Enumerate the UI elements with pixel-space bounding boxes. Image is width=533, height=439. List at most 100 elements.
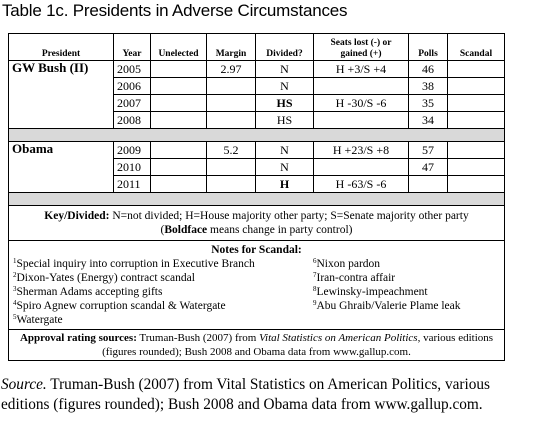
margin-value: 5.2 (223, 143, 239, 157)
divided-cell: HS (255, 111, 314, 129)
seats-cell: H -63/S -6 (313, 175, 409, 193)
year-value: 2009 (117, 143, 141, 157)
key-cell: Key/Divided: N=not divided; H=House majo… (8, 205, 505, 241)
divided-value: H (279, 177, 290, 191)
margin-cell (206, 77, 256, 95)
note-item: 5Watergate (13, 313, 313, 327)
unelected-cell (150, 158, 207, 176)
year-cell: 2007 (113, 94, 151, 112)
seats-value: H -63/S -6 (335, 177, 387, 191)
seats-cell (313, 77, 409, 95)
year-cell: 2011 (113, 175, 151, 193)
seats-value: H -30/S -6 (335, 96, 387, 110)
approval-row: Approval rating sources: Truman-Bush (20… (8, 329, 505, 361)
table-body: GW Bush (II) 2005 2.97 N H +3/S +4 46 2006 N 38 2… (8, 60, 505, 206)
scandal-cell (447, 141, 505, 159)
note-text: Abu Ghraib/Valerie Plame leak (316, 300, 461, 312)
source-text: Truman-Bush (2007) from Vital Statistics… (1, 376, 490, 413)
source-label: Source. (1, 376, 47, 393)
note-text: Dixon-Yates (Energy) contract scandal (16, 272, 195, 284)
margin-cell (206, 111, 256, 129)
scandal-cell (447, 175, 505, 193)
note-number: 7 (313, 271, 317, 279)
data-row: 2006 N 38 (9, 77, 505, 95)
note-item: 6Nixon pardon (313, 257, 500, 271)
note-number: 8 (313, 285, 317, 293)
seats-cell: H +23/S +8 (313, 141, 409, 159)
note-number: 6 (313, 257, 317, 265)
year-value: 2006 (117, 79, 141, 93)
polls-cell (408, 175, 448, 193)
polls-cell: 46 (408, 60, 448, 78)
note-text: Iran-contra affair (316, 272, 396, 284)
scandal-cell (447, 94, 505, 112)
divided-cell: N (255, 60, 314, 78)
margin-value: 2.97 (220, 62, 242, 76)
scandal-cell (447, 111, 505, 129)
data-row: 2008 HS 34 (9, 111, 505, 129)
scandal-cell (447, 60, 505, 78)
year-cell: 2005 (113, 60, 151, 78)
notes-cell: Notes for Scandal: 1Special inquiry into… (8, 240, 505, 330)
notes-right: 6Nixon pardon 7Iran-contra affair 8Lewinsk… (313, 257, 500, 327)
approval-text: various editions (figures rounded); Bush… (102, 332, 494, 358)
note-text: Spiro Agnew corruption scandal & Waterga… (16, 300, 226, 312)
polls-value: 47 (422, 160, 434, 174)
year-value: 2005 (117, 62, 141, 76)
approval-cell: Approval rating sources: Truman-Bush (20… (8, 329, 505, 361)
column-header: Seats lost (-) or gained (+) (313, 33, 409, 61)
margin-cell: 5.2 (206, 141, 256, 159)
seats-cell: H -30/S -6 (313, 94, 409, 112)
separator-row (8, 128, 505, 142)
data-row: 2011 H H -63/S -6 (9, 175, 505, 193)
year-value: 2007 (117, 96, 141, 110)
key-bold: Boldface (164, 224, 208, 236)
divided-value: N (280, 143, 289, 157)
margin-cell: 2.97 (206, 60, 256, 78)
table-footer: Key/Divided: N=not divided; H=House majo… (8, 205, 505, 361)
seats-cell: H +3/S +4 (313, 60, 409, 78)
key-label: Key/Divided: (44, 210, 110, 222)
note-text: Lewinsky-impeachment (316, 286, 428, 298)
polls-value: 35 (422, 96, 434, 110)
president-cell: Obama (8, 141, 114, 193)
polls-cell: 38 (408, 77, 448, 95)
polls-cell: 35 (408, 94, 448, 112)
year-cell: 2006 (113, 77, 151, 95)
polls-value: 46 (422, 62, 434, 76)
divided-value: HS (276, 96, 293, 110)
note-number: 2 (13, 271, 17, 279)
column-header: Polls (408, 33, 448, 61)
unelected-cell (150, 77, 207, 95)
column-header: Scandal (447, 33, 505, 61)
note-text: Special inquiry into corruption in Execu… (16, 258, 255, 270)
margin-cell (206, 175, 256, 193)
note-item: 9Abu Ghraib/Valerie Plame leak (313, 299, 500, 313)
column-header: Margin (206, 33, 256, 61)
notes-row: Notes for Scandal: 1Special inquiry into… (8, 240, 505, 330)
note-number: 1 (13, 257, 17, 265)
note-number: 9 (313, 299, 317, 307)
notes-title: Notes for Scandal: (211, 244, 302, 256)
year-cell: 2009 (113, 141, 151, 159)
data-row: Obama 2009 5.2 N H +23/S +8 57 (8, 141, 505, 193)
note-item: 8Lewinsky-impeachment (313, 285, 500, 299)
scandal-cell (447, 158, 505, 176)
polls-cell: 57 (408, 141, 448, 159)
header-row: President Year Unelected Margin Divided? Seat… (8, 33, 505, 61)
approval-label: Approval rating sources: (19, 332, 137, 344)
column-header: Divided? (255, 33, 314, 61)
year-value: 2008 (117, 113, 141, 127)
note-number: 4 (13, 299, 17, 307)
note-item: 3Sherman Adams accepting gifts (13, 285, 313, 299)
note-number: 3 (13, 285, 17, 293)
key-close: means change in party control) (207, 224, 353, 236)
column-header: President (8, 33, 114, 61)
seats-cell (313, 158, 409, 176)
year-value: 2010 (117, 160, 141, 174)
key-text: N=not divided; H=House majority other pa… (109, 210, 469, 222)
president-cell: GW Bush (II) (8, 60, 114, 129)
polls-value: 34 (422, 113, 434, 127)
unelected-cell (150, 111, 207, 129)
